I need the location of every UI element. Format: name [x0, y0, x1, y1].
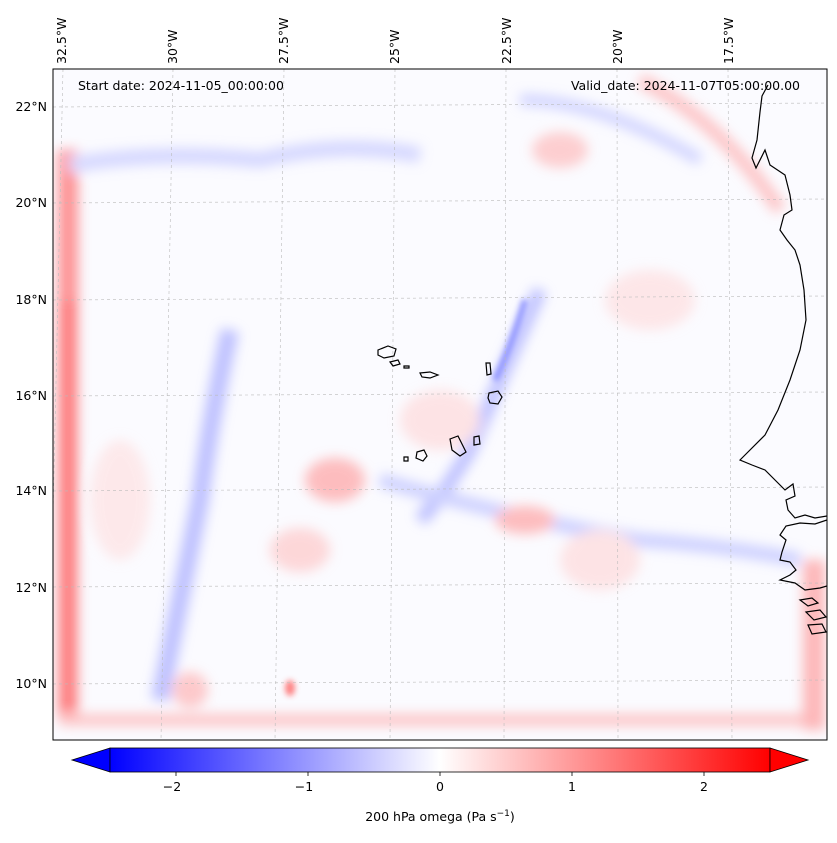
lon-tick-label: 22.5°W [499, 18, 514, 64]
lat-tick-label: 12°N [15, 580, 47, 595]
field-red-patch-8 [605, 270, 695, 330]
lat-tick-labels: 22°N 20°N 18°N 16°N 14°N 12°N 10°N [15, 99, 47, 691]
field-red-patch-7 [400, 390, 480, 450]
valid-date-label: Valid_date: 2024-11-07T05:00:00.00 [571, 78, 800, 93]
lon-tick-label: 27.5°W [276, 18, 291, 64]
colorbar: −2 −1 0 1 2 200 hPa omega (Pa s−1) [70, 747, 810, 824]
santa-luzia-island [403, 365, 410, 369]
brava-island [403, 456, 409, 462]
field-red-patch-9 [90, 440, 150, 560]
lat-tick-label: 10°N [15, 676, 47, 691]
lon-tick-labels: 32.5°W 30°W 27.5°W 25°W 22.5°W 20°W 17.5… [54, 18, 736, 64]
field-south-boundary-red [60, 714, 825, 726]
colorbar-tick-label: 0 [436, 779, 444, 794]
colorbar-bar [109, 747, 771, 773]
field-west-boundary-core [62, 300, 74, 720]
lat-tick-label: 14°N [15, 483, 47, 498]
field-red-patch-3 [532, 132, 588, 168]
gridline-lon-27p5 [274, 69, 285, 740]
guinea-bissau-islands [798, 597, 827, 635]
colorbar-label: 200 hPa omega (Pa s−1) [365, 809, 515, 824]
colorbar-tick-labels: −2 −1 0 1 2 [163, 779, 708, 794]
africa-coastline [738, 84, 827, 519]
lon-tick-label: 20°W [610, 29, 625, 64]
sao-nicolau-island [419, 371, 440, 379]
colorbar-tick-label: −2 [163, 779, 181, 794]
field-east-boundary-red [803, 560, 825, 730]
start-date-label: Start date: 2024-11-05_00:00:00 [78, 78, 284, 93]
lat-tick-label: 22°N [15, 99, 47, 114]
field-red-patch-6 [560, 530, 640, 590]
lon-tick-label: 25°W [387, 29, 402, 64]
lon-tick-label: 17.5°W [721, 18, 736, 64]
lat-tick-label: 18°N [15, 292, 47, 307]
lon-tick-label: 30°W [165, 29, 180, 64]
field-ne-arc-blue [519, 94, 704, 166]
santo-antao-island [377, 345, 397, 359]
gridline-lon-22p5 [503, 69, 507, 740]
field-red-spot [285, 680, 295, 696]
colorbar-tick-label: 1 [568, 779, 576, 794]
field-red-patch-2 [495, 506, 555, 534]
field-blue-streak [492, 299, 528, 382]
colorbar-tick-label: −1 [295, 779, 313, 794]
map-frame [52, 68, 828, 741]
field-red-patch-5 [172, 672, 208, 708]
field-red-patch-4 [270, 528, 330, 572]
gridline-lon-20 [616, 69, 619, 740]
boa-vista-island [487, 390, 503, 405]
africa-coastline-south [778, 519, 827, 591]
field-ne-band-red [636, 73, 786, 214]
sal-island [485, 362, 492, 376]
field-west-diagonal-blue [151, 328, 239, 702]
field-north-band-blue [68, 140, 422, 173]
colorbar-right-extension [769, 747, 810, 773]
lon-tick-label: 32.5°W [54, 18, 69, 64]
colorbar-label-main: 200 hPa omega (Pa s [365, 809, 496, 824]
gridline-lon-30 [160, 69, 174, 740]
field-red-patch-1 [305, 458, 365, 502]
gridline-lon-17p5 [727, 69, 733, 740]
lat-tick-label: 20°N [15, 195, 47, 210]
colorbar-tick-label: 2 [700, 779, 708, 794]
colorbar-ticks [175, 772, 705, 776]
gridlines [53, 69, 827, 740]
colorbar-label-end: ) [510, 809, 515, 824]
santiago-island [449, 435, 467, 457]
omega-field [58, 73, 825, 730]
coastlines [377, 84, 827, 635]
sao-vicente-island [388, 359, 401, 367]
colorbar-left-extension [70, 747, 111, 773]
lat-tick-label: 16°N [15, 388, 47, 403]
gridline-lon-25 [389, 69, 396, 740]
colorbar-label-sup: −1 [497, 809, 510, 819]
maio-island [473, 435, 481, 446]
fogo-island [415, 449, 428, 462]
